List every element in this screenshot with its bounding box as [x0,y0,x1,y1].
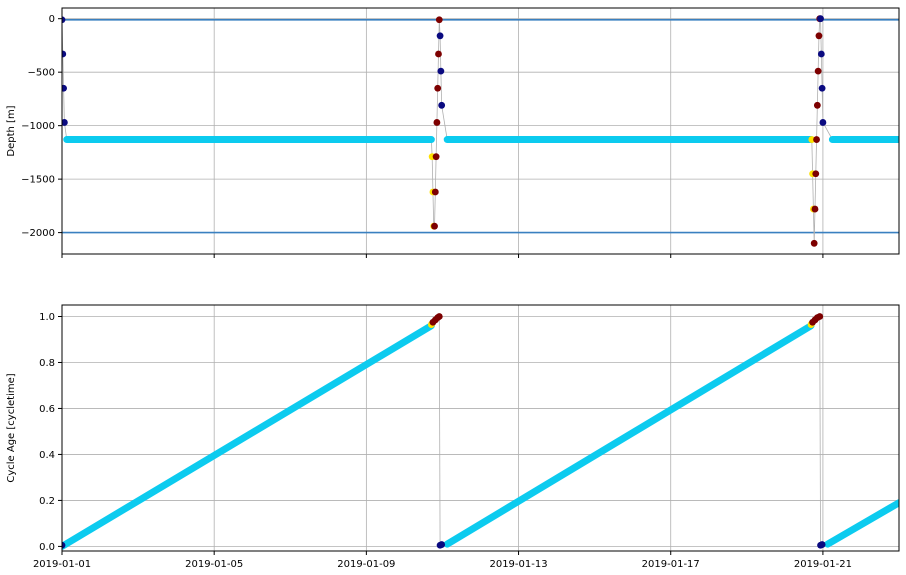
profile-point [811,205,819,213]
x-tick-label: 2019-01-13 [489,559,547,570]
x-tick-label: 2019-01-05 [185,559,243,570]
profile-point [816,313,824,320]
ascent-point [62,84,67,92]
y-tick-label: −1500 [21,175,55,186]
ascent-point [438,541,446,548]
park-segment [62,322,435,550]
profile-point [433,119,441,126]
y-tick-label: 0.6 [39,404,55,415]
profile-point [815,32,823,40]
profile-point [813,101,821,109]
profile-point [812,170,820,178]
profile-point [810,239,818,247]
profile-point [814,67,822,75]
profile-point [435,313,443,320]
profile-point [435,16,443,24]
profile-point [813,136,820,143]
plot-area [62,313,899,550]
y-tick-label: 0.2 [39,496,55,507]
profile-point [435,50,442,58]
descent-point [808,136,816,143]
ascent-point [817,50,825,58]
ascent-point [818,541,826,548]
axes-frame [61,304,900,552]
y-tick-label: 0.8 [39,358,55,369]
ascent-point [817,15,824,23]
plot-area [62,15,899,247]
depth-panel: 0 −500 −1000 −1500 −2000 Depth [m] [6,7,900,258]
ascent-point [62,541,66,549]
y-tick-label: 0 [49,14,55,25]
ascent-point [818,84,826,92]
cycle-age-panel: 0.0 0.2 0.4 0.6 0.8 1.0 2019-01-01 2019-01-05 20… [6,304,900,570]
ascent-point [62,50,67,58]
park-segment [824,499,899,548]
x-tick-label: 2019-01-21 [794,559,852,570]
y-tick-label: −500 [28,68,55,79]
axes-frame [61,7,900,255]
profile-point [432,153,440,161]
park-segment [443,322,815,548]
ascent-point [62,16,66,24]
ascent-point [62,119,68,126]
y-tick-label: −1000 [21,121,55,132]
y-tick-label: 1.0 [39,312,55,323]
y-axis-label: Cycle Age [cycletime] [6,373,17,482]
y-axis-label: Depth [m] [6,105,17,156]
profile-point [431,222,438,230]
profile-point [434,84,442,92]
ascent-point [438,101,446,109]
ascent-point [437,67,445,75]
x-tick-label: 2019-01-01 [33,559,91,570]
x-tick-label: 2019-01-09 [337,559,395,570]
y-tick-label: 0.4 [39,450,55,461]
y-tick-label: −2000 [21,228,55,239]
trajectory-line [62,18,899,244]
x-tick-label: 2019-01-17 [642,559,700,570]
ascent-point [436,32,444,40]
ascent-point [819,119,827,126]
y-tick-label: 0.0 [39,542,55,553]
profile-point [431,188,439,196]
